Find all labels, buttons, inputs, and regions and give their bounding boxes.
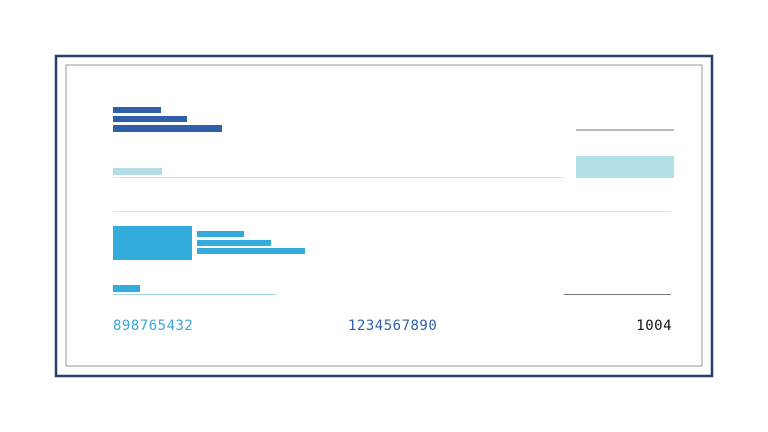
account-number: 1234567890 xyxy=(348,318,437,334)
routing-number: 898765432 xyxy=(113,318,193,334)
bank-logo xyxy=(113,226,192,260)
payer-city-bar xyxy=(113,125,222,132)
check-number: 1004 xyxy=(636,318,672,334)
bank-city-bar xyxy=(197,248,305,254)
memo-label-bar xyxy=(113,285,140,292)
bank-address-bar xyxy=(197,240,271,246)
payer-address-bar xyxy=(113,116,187,122)
payee-label-bar xyxy=(113,168,162,175)
bank-name-bar xyxy=(197,231,244,237)
check-outer-border xyxy=(54,54,714,378)
check-inner-border xyxy=(65,64,703,367)
amount-box xyxy=(576,156,674,178)
payer-name-bar xyxy=(113,107,161,113)
